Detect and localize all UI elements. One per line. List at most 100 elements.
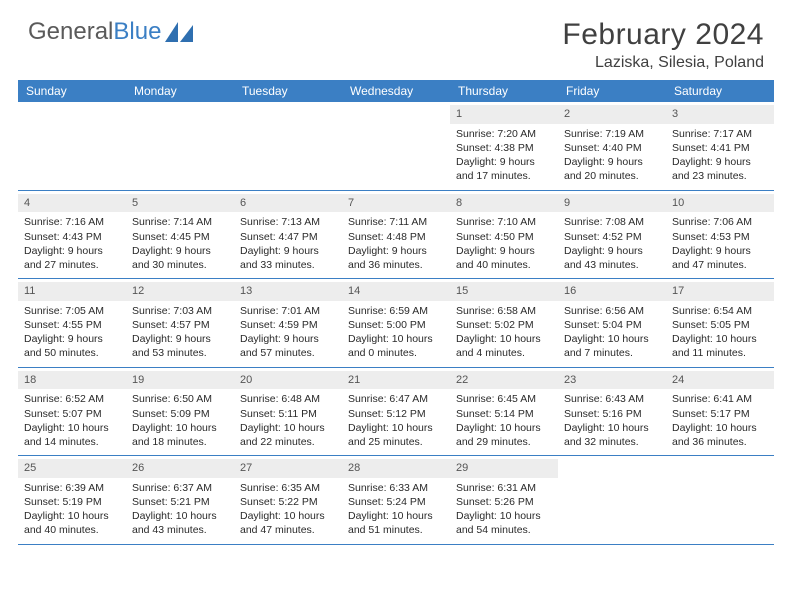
day-info-line: and 18 minutes. [132,435,228,449]
day-info-line: and 50 minutes. [24,346,120,360]
day-info-line: Sunset: 4:53 PM [672,230,768,244]
day-cell: 22Sunrise: 6:45 AMSunset: 5:14 PMDayligh… [450,368,558,456]
logo-sail-icon [165,22,193,42]
day-info-line: and 57 minutes. [240,346,336,360]
weekday-header: Thursday [450,80,558,102]
day-info-line: and 53 minutes. [132,346,228,360]
day-cell: 12Sunrise: 7:03 AMSunset: 4:57 PMDayligh… [126,279,234,367]
day-info-line: Sunset: 4:59 PM [240,318,336,332]
day-info-line: Daylight: 9 hours [240,332,336,346]
day-info-line: Sunset: 5:11 PM [240,407,336,421]
day-info-line: Sunset: 5:26 PM [456,495,552,509]
weekday-header: Monday [126,80,234,102]
day-info-line: Sunrise: 6:31 AM [456,481,552,495]
day-number: 10 [666,194,774,213]
day-number: 16 [558,282,666,301]
day-number: 21 [342,371,450,390]
day-info-line: and 11 minutes. [672,346,768,360]
day-info-line: Daylight: 10 hours [348,332,444,346]
day-cell: 14Sunrise: 6:59 AMSunset: 5:00 PMDayligh… [342,279,450,367]
day-cell: 5Sunrise: 7:14 AMSunset: 4:45 PMDaylight… [126,191,234,279]
day-info-line: Sunrise: 6:43 AM [564,392,660,406]
weekday-header: Wednesday [342,80,450,102]
logo-text: GeneralBlue [28,18,161,46]
day-number: 4 [18,194,126,213]
day-info-line: Daylight: 10 hours [672,332,768,346]
day-info-line: Sunset: 4:48 PM [348,230,444,244]
day-info-line: Sunrise: 6:54 AM [672,304,768,318]
day-cell: 16Sunrise: 6:56 AMSunset: 5:04 PMDayligh… [558,279,666,367]
day-info-line: Sunset: 4:43 PM [24,230,120,244]
day-info-line: Daylight: 10 hours [132,421,228,435]
day-cell: 21Sunrise: 6:47 AMSunset: 5:12 PMDayligh… [342,368,450,456]
day-cell: 18Sunrise: 6:52 AMSunset: 5:07 PMDayligh… [18,368,126,456]
day-number: 18 [18,371,126,390]
day-info-line: Sunrise: 6:39 AM [24,481,120,495]
day-info-line: Sunrise: 6:45 AM [456,392,552,406]
day-cell: 15Sunrise: 6:58 AMSunset: 5:02 PMDayligh… [450,279,558,367]
day-info-line: Daylight: 9 hours [348,244,444,258]
day-info-line: Daylight: 10 hours [456,332,552,346]
day-info-line: Sunset: 5:16 PM [564,407,660,421]
day-cell: 13Sunrise: 7:01 AMSunset: 4:59 PMDayligh… [234,279,342,367]
day-number: 5 [126,194,234,213]
day-cell [18,102,126,190]
day-info-line: Sunset: 4:57 PM [132,318,228,332]
day-info-line: and 7 minutes. [564,346,660,360]
day-cell: 24Sunrise: 6:41 AMSunset: 5:17 PMDayligh… [666,368,774,456]
day-info-line: Sunset: 5:14 PM [456,407,552,421]
day-info-line: Sunset: 4:40 PM [564,141,660,155]
month-title: February 2024 [562,18,764,52]
day-cell: 28Sunrise: 6:33 AMSunset: 5:24 PMDayligh… [342,456,450,544]
day-info-line: Sunrise: 7:14 AM [132,215,228,229]
page-header: GeneralBlue February 2024 Laziska, Siles… [0,0,792,80]
day-info-line: Sunset: 5:17 PM [672,407,768,421]
weekday-header-row: Sunday Monday Tuesday Wednesday Thursday… [18,80,774,102]
day-number: 7 [342,194,450,213]
day-info-line: and 51 minutes. [348,523,444,537]
day-cell: 17Sunrise: 6:54 AMSunset: 5:05 PMDayligh… [666,279,774,367]
day-number: 13 [234,282,342,301]
day-info-line: Daylight: 10 hours [672,421,768,435]
day-number: 1 [450,105,558,124]
day-cell: 1Sunrise: 7:20 AMSunset: 4:38 PMDaylight… [450,102,558,190]
day-info-line: and 47 minutes. [240,523,336,537]
day-info-line: and 17 minutes. [456,169,552,183]
day-cell [234,102,342,190]
day-info-line: and 32 minutes. [564,435,660,449]
day-info-line: Sunset: 5:05 PM [672,318,768,332]
title-block: February 2024 Laziska, Silesia, Poland [562,18,764,72]
day-cell [666,456,774,544]
day-number: 3 [666,105,774,124]
calendar: Sunday Monday Tuesday Wednesday Thursday… [0,80,792,545]
day-number: 14 [342,282,450,301]
weekday-header: Saturday [666,80,774,102]
day-info-line: Sunset: 4:45 PM [132,230,228,244]
day-info-line: Sunrise: 6:52 AM [24,392,120,406]
logo: GeneralBlue [28,18,193,46]
day-info-line: and 47 minutes. [672,258,768,272]
day-info-line: Sunrise: 7:05 AM [24,304,120,318]
day-info-line: Sunrise: 7:11 AM [348,215,444,229]
day-info-line: Daylight: 9 hours [240,244,336,258]
day-info-line: and 33 minutes. [240,258,336,272]
day-info-line: Sunset: 5:09 PM [132,407,228,421]
day-info-line: Sunrise: 7:16 AM [24,215,120,229]
day-cell: 2Sunrise: 7:19 AMSunset: 4:40 PMDaylight… [558,102,666,190]
day-info-line: Sunrise: 7:06 AM [672,215,768,229]
day-info-line: and 43 minutes. [564,258,660,272]
day-info-line: Daylight: 9 hours [564,155,660,169]
day-number: 29 [450,459,558,478]
logo-text-general: General [28,18,113,45]
day-info-line: Sunrise: 6:47 AM [348,392,444,406]
day-info-line: Sunset: 5:19 PM [24,495,120,509]
week-row: 4 Sunrise: 7:16 AMSunset: 4:43 PM Daylight… [18,191,774,280]
day-info-line: and 20 minutes. [564,169,660,183]
day-info-line: Daylight: 9 hours [132,332,228,346]
day-info-line: Daylight: 9 hours [456,155,552,169]
day-info-line: Sunrise: 6:59 AM [348,304,444,318]
day-info-line: Daylight: 10 hours [456,421,552,435]
weekday-header: Sunday [18,80,126,102]
weekday-header: Tuesday [234,80,342,102]
day-info-line: Daylight: 10 hours [348,509,444,523]
